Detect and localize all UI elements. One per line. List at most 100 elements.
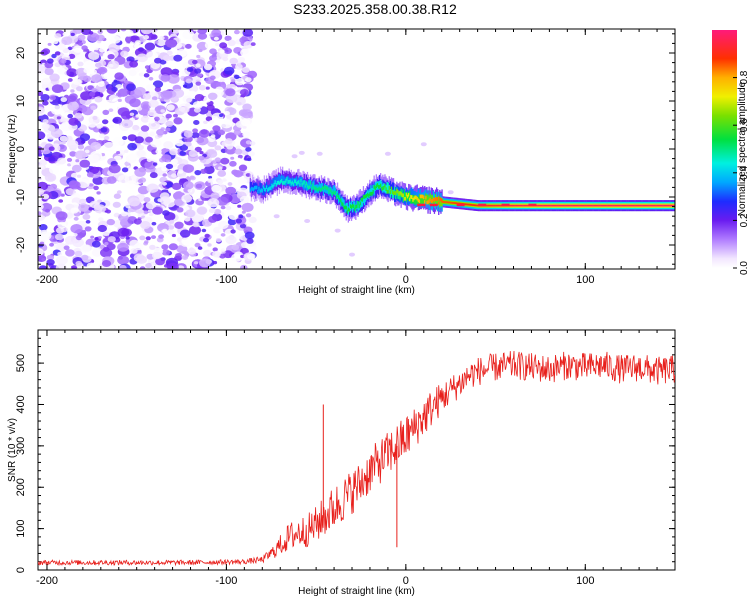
noise-cell: [94, 237, 99, 241]
noise-cell: [205, 86, 210, 90]
noise-cell: [161, 244, 169, 250]
noise-cell: [97, 81, 105, 87]
noise-cell: [150, 138, 162, 148]
noise-cell: [149, 131, 156, 137]
track-cell: [545, 204, 548, 207]
noise-cell: [215, 42, 220, 47]
noise-cell: [116, 151, 121, 155]
noise-cell: [198, 155, 205, 161]
noise-cell: [219, 49, 225, 54]
noise-cell: [78, 203, 89, 212]
spectrogram-axes: [37, 28, 676, 270]
track-cell: [434, 197, 437, 201]
noise-cell: [85, 220, 91, 224]
noise-cell: [74, 250, 83, 257]
noise-cell: [139, 235, 146, 241]
noise-cell: [227, 182, 233, 186]
noise-cell: [235, 63, 243, 70]
track-cell: [296, 176, 298, 185]
noise-cell: [209, 130, 215, 134]
noise-cell: [73, 216, 79, 221]
noise-cell: [117, 255, 130, 265]
track-cell: [431, 199, 433, 203]
noise-cell: [228, 212, 239, 220]
noise-cell: [121, 119, 134, 128]
track-cell: [303, 181, 305, 191]
track-cell: [445, 201, 447, 204]
track-cell: [273, 182, 275, 187]
noise-cell: [237, 204, 242, 208]
track-cell: [353, 204, 355, 209]
track-cell: [271, 183, 273, 188]
track-cell: [637, 204, 639, 207]
track-cell: [662, 204, 664, 207]
noise-cell: [94, 204, 106, 214]
noise-cell: [69, 151, 77, 157]
noise-cell: [238, 164, 248, 172]
colorbar: [712, 30, 737, 269]
track-cell: [278, 181, 281, 186]
noise-cell: [170, 158, 178, 165]
noise-cell: [44, 173, 57, 182]
noise-cell: [194, 242, 201, 248]
noise-cell: [133, 218, 142, 225]
noise-cell: [143, 210, 149, 214]
track-cell: [344, 205, 346, 210]
noise-cell: [89, 91, 96, 97]
track-cell: [472, 204, 474, 206]
noise-cell: [194, 261, 199, 265]
noise-cell: [102, 109, 110, 115]
noise-cell: [76, 174, 82, 178]
track-cell: [410, 194, 412, 199]
noise-cell: [185, 78, 193, 84]
noise-cell: [115, 92, 121, 97]
noise-cell: [127, 142, 138, 151]
noise-cell: [143, 73, 150, 78]
noise-cell: [137, 144, 145, 151]
spectrogram-y-tick-label: 0: [15, 146, 27, 152]
track-cell: [673, 204, 675, 207]
track-cell: [262, 185, 264, 189]
track-cell: [394, 186, 396, 195]
noise-cell: [108, 164, 121, 174]
noise-cell: [240, 264, 248, 269]
track-cell: [616, 204, 619, 207]
track-cell: [258, 186, 260, 195]
track-cell: [313, 180, 315, 189]
track-cell: [630, 204, 633, 207]
noise-cell: [220, 157, 230, 165]
noise-cell: [191, 132, 200, 139]
noise-cell: [195, 183, 203, 189]
track-cell: [512, 204, 514, 207]
noise-cell: [187, 248, 197, 255]
track-cell: [343, 205, 345, 210]
track-cell: [262, 187, 264, 196]
track-cell: [313, 185, 315, 190]
track-cell: [300, 178, 302, 183]
track-cell: [655, 204, 657, 207]
noise-cell: [86, 262, 96, 269]
track-cell: [284, 180, 286, 185]
track-cell: [458, 202, 460, 205]
noise-cell: [136, 106, 143, 111]
noise-cell: [192, 128, 199, 133]
track-cell: [369, 192, 371, 196]
track-cell: [444, 201, 446, 203]
noise-cell: [245, 173, 251, 177]
track-cell: [433, 198, 436, 202]
track-cell: [361, 197, 363, 202]
noise-cell: [59, 135, 68, 142]
noise-cell: [173, 113, 178, 118]
track-cell: [658, 204, 661, 207]
noise-cell: [227, 39, 236, 47]
noise-cell: [70, 224, 83, 234]
track-cell: [260, 183, 262, 192]
noise-cell: [145, 201, 157, 210]
colorbar-tick-labels: 0.0 0.2 0.4 0.6 0.8: [739, 70, 750, 275]
track-cell: [257, 189, 259, 194]
track-cell: [299, 176, 301, 185]
noise-cell: [110, 35, 121, 44]
noise-cell: [91, 248, 103, 257]
track-cell: [263, 187, 265, 192]
spectrogram-y-tick-label: -20: [15, 237, 27, 253]
